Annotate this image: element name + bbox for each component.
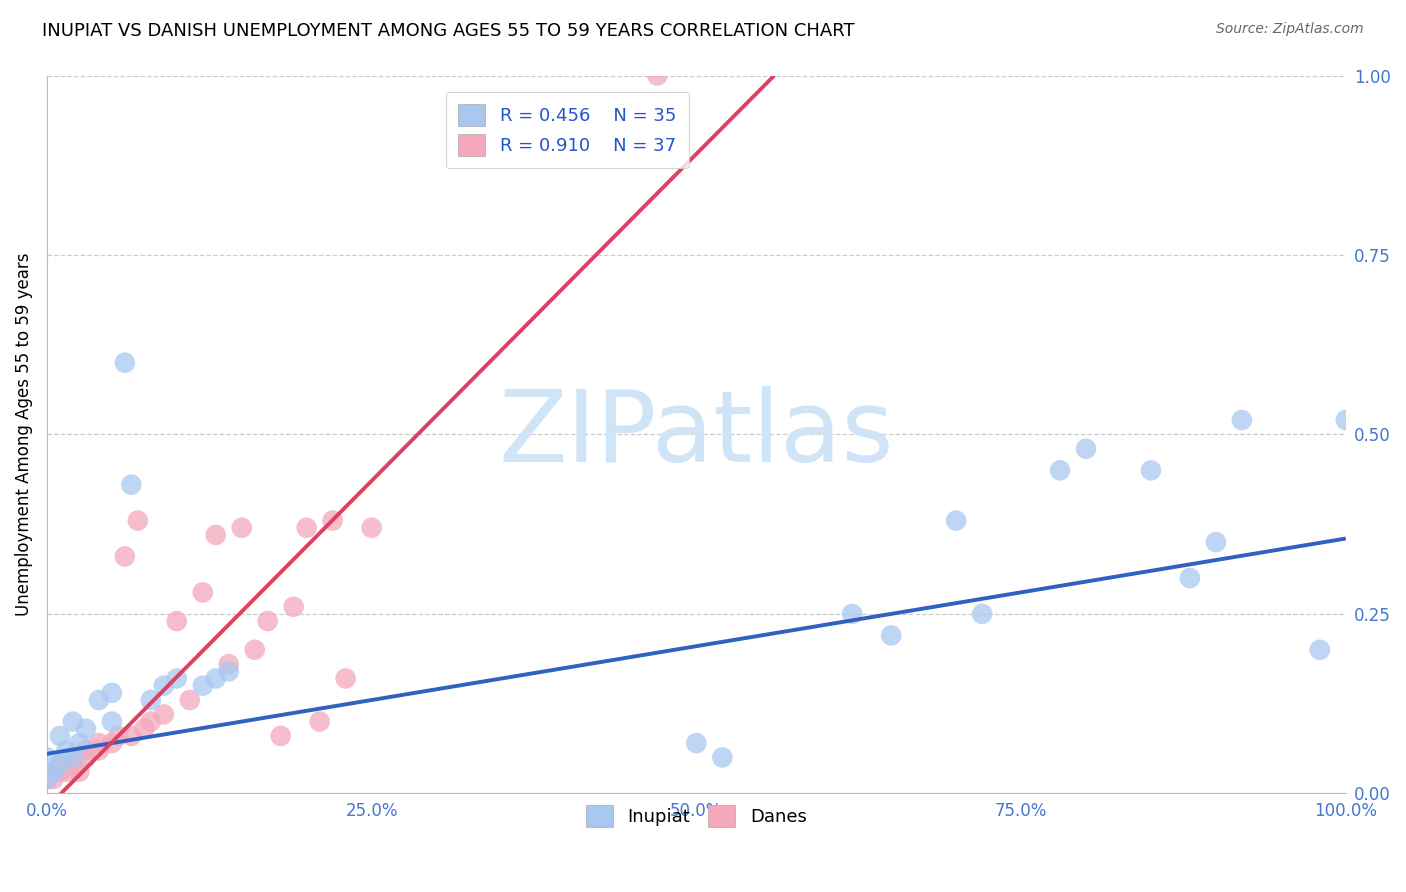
Y-axis label: Unemployment Among Ages 55 to 59 years: Unemployment Among Ages 55 to 59 years <box>15 252 32 616</box>
Point <box>880 628 903 642</box>
Point <box>841 607 863 621</box>
Point <box>283 599 305 614</box>
Point <box>179 693 201 707</box>
Point <box>114 549 136 564</box>
Point <box>35 750 58 764</box>
Point <box>1205 535 1227 549</box>
Point <box>335 672 357 686</box>
Point <box>55 743 77 757</box>
Point <box>1140 463 1163 477</box>
Point <box>360 521 382 535</box>
Point <box>67 736 90 750</box>
Point <box>101 736 124 750</box>
Point <box>120 729 142 743</box>
Point <box>166 614 188 628</box>
Point <box>49 764 72 779</box>
Point <box>75 722 97 736</box>
Point <box>62 750 84 764</box>
Point <box>107 729 129 743</box>
Point <box>134 722 156 736</box>
Point <box>87 743 110 757</box>
Point <box>114 356 136 370</box>
Point <box>49 757 72 772</box>
Point <box>191 679 214 693</box>
Point <box>1309 642 1331 657</box>
Point <box>35 772 58 786</box>
Point <box>49 757 72 772</box>
Point <box>231 521 253 535</box>
Text: Source: ZipAtlas.com: Source: ZipAtlas.com <box>1216 22 1364 37</box>
Point <box>204 528 226 542</box>
Point <box>35 772 58 786</box>
Point <box>139 693 162 707</box>
Point <box>127 514 149 528</box>
Point <box>1178 571 1201 585</box>
Point <box>1334 413 1357 427</box>
Point <box>218 657 240 672</box>
Point <box>322 514 344 528</box>
Point <box>972 607 994 621</box>
Point <box>243 642 266 657</box>
Point <box>191 585 214 599</box>
Point <box>55 764 77 779</box>
Text: ZIPatlas: ZIPatlas <box>499 386 894 483</box>
Point <box>75 743 97 757</box>
Legend: Inupiat, Danes: Inupiat, Danes <box>579 798 814 835</box>
Point <box>685 736 707 750</box>
Point <box>945 514 967 528</box>
Point <box>256 614 278 628</box>
Point <box>101 714 124 729</box>
Point <box>42 772 65 786</box>
Point <box>49 729 72 743</box>
Point <box>308 714 330 729</box>
Point <box>295 521 318 535</box>
Point <box>166 672 188 686</box>
Point <box>62 750 84 764</box>
Point <box>1230 413 1253 427</box>
Point <box>711 750 734 764</box>
Point <box>152 707 174 722</box>
Text: INUPIAT VS DANISH UNEMPLOYMENT AMONG AGES 55 TO 59 YEARS CORRELATION CHART: INUPIAT VS DANISH UNEMPLOYMENT AMONG AGE… <box>42 22 855 40</box>
Point <box>75 750 97 764</box>
Point <box>1049 463 1071 477</box>
Point <box>87 693 110 707</box>
Point <box>35 764 58 779</box>
Point <box>218 665 240 679</box>
Point <box>139 714 162 729</box>
Point <box>647 69 669 83</box>
Point <box>62 757 84 772</box>
Point <box>101 686 124 700</box>
Point <box>270 729 292 743</box>
Point <box>87 736 110 750</box>
Point <box>42 764 65 779</box>
Point <box>204 672 226 686</box>
Point <box>120 477 142 491</box>
Point <box>152 679 174 693</box>
Point <box>62 714 84 729</box>
Point <box>67 764 90 779</box>
Point <box>1074 442 1097 456</box>
